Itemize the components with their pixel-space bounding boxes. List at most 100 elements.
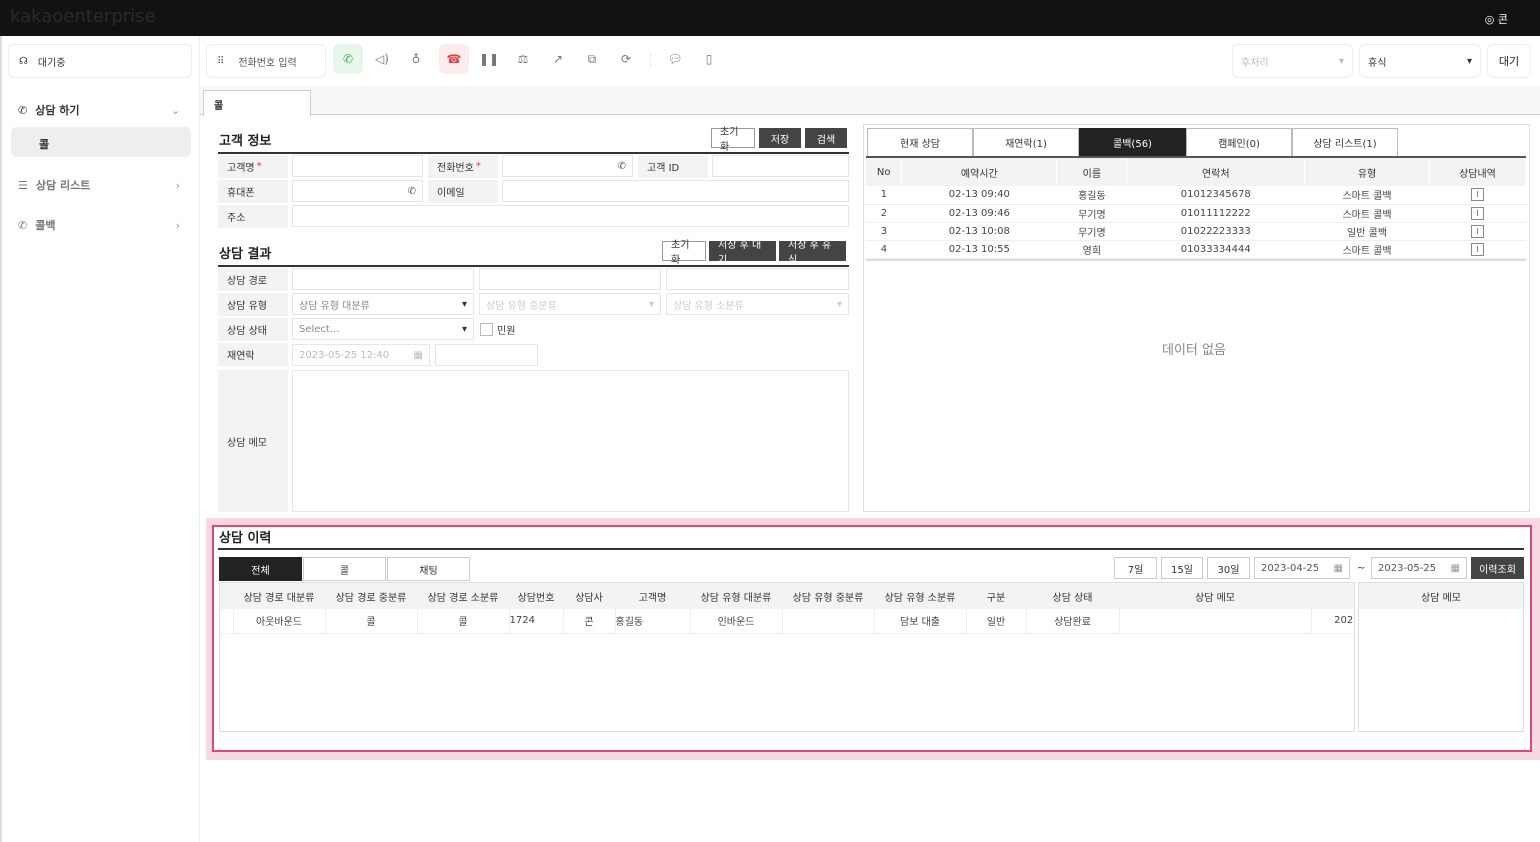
column-header[interactable]: 상담번호 <box>509 583 563 609</box>
history-search-button[interactable]: 이력조회 <box>1471 557 1524 579</box>
calendar-icon[interactable]: ▦ <box>1450 562 1460 574</box>
column-header[interactable]: 예약시간 <box>901 158 1058 186</box>
conference-button[interactable]: ⧉ <box>577 44 607 74</box>
table-cell: 01012345678 <box>1126 186 1305 205</box>
column-header[interactable]: 상담 유형 중분류 <box>782 583 874 609</box>
empty-message: 데이터 없음 <box>1162 343 1226 358</box>
after-work-select[interactable]: 후처리 ▾ <box>1232 44 1353 78</box>
column-header[interactable]: 구분 <box>966 583 1026 609</box>
history-detail-icon[interactable]: I <box>1429 204 1526 223</box>
history-detail-icon[interactable]: I <box>1429 222 1526 241</box>
address-input[interactable] <box>292 205 849 227</box>
route-major-input[interactable] <box>292 268 474 290</box>
phone-icon[interactable]: ✆ <box>407 185 416 197</box>
speaker-icon: ◁) <box>375 52 389 66</box>
type-mid-select[interactable]: 상담 유형 중분류 ▾ <box>479 293 661 315</box>
sidebar-item-consult-list[interactable]: ☰ 상담 리스트 › <box>18 177 180 193</box>
table-row[interactable]: 2 02-13 09:46 무기명 01011112222 스마트 콜백 I <box>866 204 1526 223</box>
user-menu[interactable]: ◎ 콘 <box>1485 11 1508 27</box>
column-header[interactable]: 상담 상태 <box>1026 583 1119 609</box>
email-input[interactable] <box>502 180 849 202</box>
save-button[interactable]: 저장 <box>759 128 801 148</box>
hold-button[interactable]: ❚❚ <box>474 44 504 74</box>
tab-all[interactable]: 전체 <box>219 557 302 581</box>
tab-call[interactable]: 콜 <box>303 557 386 581</box>
agent-status[interactable]: ☊ 대기중 <box>8 44 192 78</box>
tab-call[interactable]: 콜 <box>203 90 311 116</box>
search-button[interactable]: 검색 <box>805 128 847 148</box>
table-row[interactable]: 3 02-13 10:08 무기명 01022223333 일반 콜백 I <box>866 222 1526 241</box>
dial-input[interactable]: ⠿ 전화번호 입력 <box>206 44 326 78</box>
column-header[interactable]: 상담 메모 <box>1119 583 1311 609</box>
column-header[interactable]: 연락처 <box>1126 158 1306 186</box>
chat-button[interactable]: 💬︎ <box>660 44 690 74</box>
column-header[interactable]: No <box>866 158 903 186</box>
column-header[interactable]: 상담 유형 소분류 <box>874 583 966 609</box>
customer-id-input[interactable] <box>712 155 849 177</box>
type-minor-select[interactable]: 상담 유형 소분류 ▾ <box>666 293 849 315</box>
range-30d-button[interactable]: 30일 <box>1207 557 1250 579</box>
phone-input[interactable]: ✆ <box>502 155 633 177</box>
right-tab[interactable]: 캠페인(0) <box>1186 128 1292 157</box>
column-header[interactable]: 상담 유형 대분류 <box>690 583 782 609</box>
reset-button[interactable]: 초기화 <box>662 240 706 266</box>
mobile-button[interactable]: ▯ <box>694 44 724 74</box>
date-from-input[interactable]: 2023-04-25 ▦ <box>1254 557 1350 579</box>
tab-chat[interactable]: 채팅 <box>387 557 470 581</box>
recontact-date-input[interactable]: 2023-05-25 12:40 ▦ <box>292 344 430 366</box>
reset-button[interactable]: 초기화 <box>711 127 755 153</box>
label-customer-id: 고객 ID <box>638 155 708 178</box>
column-header[interactable]: 상담 <box>1311 583 1354 609</box>
ready-button[interactable]: 대기 <box>1487 44 1531 78</box>
table-cell: 콜 <box>325 609 418 634</box>
right-tab[interactable]: 상담 리스트(1) <box>1292 128 1398 157</box>
range-15d-button[interactable]: 15일 <box>1161 557 1203 579</box>
column-header[interactable]: 이름 <box>1056 158 1128 186</box>
status-select[interactable]: Select... ▾ <box>292 318 474 340</box>
refresh-button[interactable]: ⟳ <box>611 44 641 74</box>
call-button[interactable]: ✆ <box>333 44 363 74</box>
column-header[interactable]: 고객명 <box>615 583 690 609</box>
history-detail-icon[interactable]: I <box>1429 186 1526 205</box>
save-ready-button[interactable]: 저장 후 대기 <box>709 240 776 266</box>
mobile-input[interactable]: ✆ <box>292 180 423 202</box>
column-header[interactable]: 상담내역 <box>1429 158 1527 186</box>
speaker-button[interactable]: ◁) <box>367 44 397 74</box>
type-major-select[interactable]: 상담 유형 대분류 ▾ <box>292 293 474 315</box>
save-break-button[interactable]: 저장 후 휴식 <box>779 240 846 266</box>
sidebar-item-consult[interactable]: ✆ 상담 하기 ⌄ <box>18 102 180 118</box>
column-header[interactable]: 상담 경로 중분류 <box>325 583 417 609</box>
table-cell: 아웃바운드 <box>233 609 326 634</box>
right-tab[interactable]: 현재 상담 <box>867 128 973 157</box>
table-row[interactable]: 4 02-13 10:55 영희 01033334444 스마트 콜백 I <box>866 240 1526 259</box>
hangup-button[interactable]: ☎ <box>439 44 469 74</box>
memo-textarea[interactable] <box>292 370 849 512</box>
complaint-checkbox[interactable]: 민원 <box>480 322 515 337</box>
phone-icon[interactable]: ✆ <box>617 160 626 172</box>
range-7d-button[interactable]: 7일 <box>1114 557 1157 579</box>
sidebar-item-callback[interactable]: ✆ 콜백 › <box>18 217 180 233</box>
column-header[interactable]: 상담사 <box>563 583 615 609</box>
route-minor-input[interactable] <box>666 268 849 290</box>
break-select[interactable]: 휴식 ▾ <box>1359 44 1481 78</box>
calendar-icon[interactable]: ▦ <box>413 349 423 361</box>
column-header[interactable]: 상담 경로 대분류 <box>233 583 325 609</box>
mute-button[interactable]: ♁ <box>401 44 431 74</box>
column-header[interactable]: 유형 <box>1304 158 1430 186</box>
transfer-button[interactable]: ⚖ <box>508 44 538 74</box>
customer-name-input[interactable] <box>292 155 423 177</box>
checkbox-box[interactable] <box>480 323 493 336</box>
forward-button[interactable]: ↗ <box>543 44 573 74</box>
history-detail-icon[interactable]: I <box>1429 240 1526 259</box>
route-mid-input[interactable] <box>479 268 661 290</box>
right-tab[interactable]: 콜백(56) <box>1079 128 1186 157</box>
right-tab[interactable]: 재연락(1) <box>973 128 1079 157</box>
date-to-input[interactable]: 2023-05-25 ▦ <box>1371 557 1467 579</box>
sidebar-item-call[interactable]: 콜 <box>11 127 191 157</box>
column-header[interactable]: 상담 경로 소분류 <box>417 583 509 609</box>
calendar-icon[interactable]: ▦ <box>1333 562 1343 574</box>
recontact-time-input[interactable] <box>435 344 538 366</box>
table-cell: 스마트 콜백 <box>1304 240 1430 259</box>
table-row[interactable]: 1 02-13 09:40 홍길동 01012345678 스마트 콜백 I <box>866 186 1526 205</box>
